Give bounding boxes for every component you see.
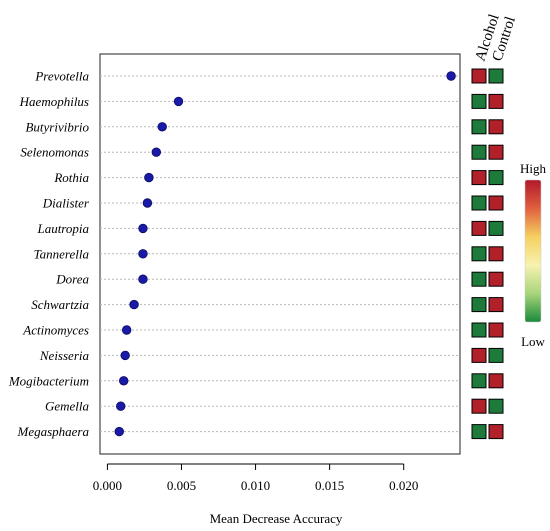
- heatmap-cell: [488, 220, 504, 236]
- heatmap-cell: [471, 322, 487, 338]
- data-point: [446, 71, 456, 81]
- data-point: [157, 122, 167, 132]
- category-label: Actinomyces: [22, 323, 89, 338]
- data-point: [120, 350, 130, 361]
- category-label: Schwartzia: [31, 297, 89, 312]
- category-label: Butyrivibrio: [25, 119, 89, 134]
- heatmap-cell: [488, 246, 504, 262]
- heatmap-cell: [488, 347, 504, 363]
- heatmap-cell: [488, 170, 504, 186]
- data-point: [142, 198, 153, 208]
- heatmap-cell: [471, 220, 487, 236]
- x-axis-label: Mean Decrease Accuracy: [210, 511, 343, 526]
- x-tick-label: 0.005: [167, 478, 196, 493]
- legend-low-label: Low: [521, 334, 545, 349]
- heatmap-cell: [471, 119, 487, 135]
- category-label: Megasphaera: [17, 424, 90, 439]
- category-label: Dialister: [42, 196, 90, 211]
- heatmap-cell: [471, 93, 487, 109]
- category-label: Dorea: [55, 272, 89, 287]
- category-label: Mogibacterium: [8, 373, 89, 388]
- category-label: Neisseria: [39, 348, 90, 363]
- heatmap-cell: [471, 347, 487, 363]
- heatmap-cell: [471, 271, 487, 287]
- x-tick-label: 0.010: [241, 478, 270, 493]
- heatmap-cell: [488, 297, 504, 313]
- group-heatmap: [471, 68, 504, 440]
- heatmap-cell: [471, 246, 487, 262]
- heatmap-cell: [471, 373, 487, 389]
- category-label: Selenomonas: [20, 145, 89, 160]
- heatmap-cell: [471, 297, 487, 313]
- heatmap-cell: [471, 398, 487, 414]
- heatmap-cell: [488, 424, 504, 440]
- data-points: [114, 71, 456, 437]
- data-point: [114, 426, 124, 437]
- category-label: Lautropia: [36, 221, 89, 236]
- data-point: [138, 223, 148, 234]
- data-point: [121, 325, 132, 335]
- x-tick-label: 0.000: [93, 478, 122, 493]
- category-label: Gemella: [45, 399, 90, 414]
- heatmap-cell: [471, 68, 487, 84]
- category-label: Tannerella: [34, 246, 90, 261]
- heatmap-cell: [471, 170, 487, 186]
- heatmap-cell: [471, 144, 487, 160]
- data-point: [173, 96, 184, 107]
- heatmap-cell: [471, 195, 487, 211]
- data-point: [129, 299, 139, 310]
- category-label: Rothia: [53, 170, 89, 185]
- legend-gradient-bar: [524, 179, 542, 323]
- color-legend: High Low: [520, 161, 547, 349]
- data-point: [138, 274, 148, 284]
- heatmap-cell: [488, 322, 504, 338]
- x-axis: 0.000 0.005 0.010 0.015 0.020: [93, 463, 418, 493]
- heatmap-cell: [471, 424, 487, 440]
- data-point: [138, 249, 148, 259]
- heatmap-cell: [488, 144, 504, 160]
- heatmap-cell: [488, 68, 504, 84]
- heatmap-cell: [488, 119, 504, 135]
- x-tick-label: 0.015: [315, 478, 344, 493]
- legend-high-label: High: [520, 161, 547, 176]
- x-tick-label: 0.020: [389, 478, 418, 493]
- heatmap-cell: [488, 373, 504, 389]
- data-point: [151, 147, 161, 157]
- gridlines: [100, 75, 460, 433]
- category-label: Prevotella: [34, 69, 89, 84]
- heatmap-cell: [488, 195, 504, 211]
- heatmap-cell: [488, 271, 504, 287]
- data-point: [116, 401, 126, 411]
- category-label: Haemophilus: [19, 94, 89, 109]
- category-labels: Prevotella Haemophilus Butyrivibrio Selenom…: [8, 69, 90, 440]
- heatmap-cell: [488, 93, 504, 109]
- data-point: [119, 376, 129, 386]
- heatmap-cell: [488, 398, 504, 414]
- data-point: [144, 172, 154, 183]
